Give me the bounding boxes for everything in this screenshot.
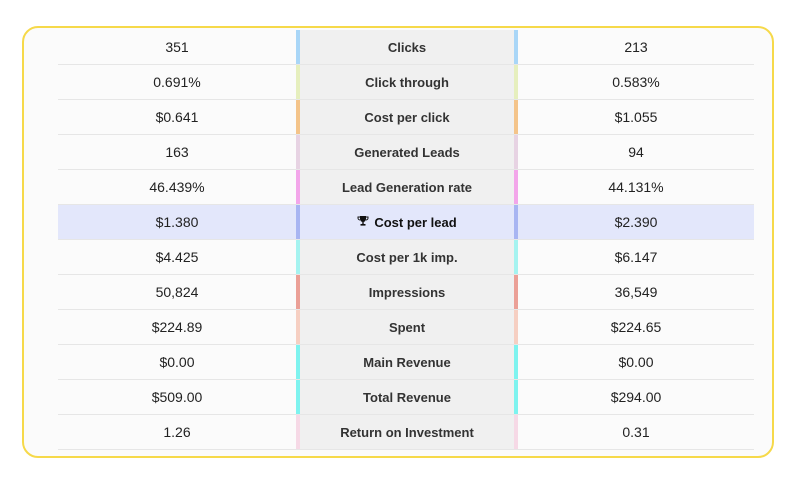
- color-bar-left: [296, 415, 300, 449]
- left-value: $4.425: [155, 249, 199, 265]
- metric-label-cell: Cost per 1k imp.: [296, 240, 518, 274]
- metric-label: Total Revenue: [363, 389, 451, 405]
- table-row: $509.00 Total Revenue $294.00: [58, 380, 754, 415]
- color-bar-right: [514, 30, 518, 64]
- metric-label: Main Revenue: [363, 354, 451, 370]
- color-bar-right: [514, 205, 518, 239]
- color-bar-left: [296, 135, 300, 169]
- table-row: $0.641 Cost per click $1.055: [58, 100, 754, 135]
- color-bar-left: [296, 310, 300, 344]
- metric-label-cell: Click through: [296, 65, 518, 99]
- right-value: $2.390: [614, 214, 658, 230]
- right-value: 0.583%: [612, 74, 660, 90]
- color-bar-right: [514, 380, 518, 414]
- left-value: $509.00: [151, 389, 203, 405]
- right-value: 36,549: [614, 284, 658, 300]
- metric-label-cell: Lead Generation rate: [296, 170, 518, 204]
- left-value: $0.641: [155, 109, 199, 125]
- metric-label: Spent: [388, 319, 426, 335]
- color-bar-right: [514, 415, 518, 449]
- metric-label-cell: Total Revenue: [296, 380, 518, 414]
- table-row: 1.26 Return on Investment 0.31: [58, 415, 754, 450]
- comparison-table: 351 Clicks 213 0.691% Click through 0.583% $0.…: [58, 30, 754, 450]
- color-bar-right: [514, 345, 518, 379]
- color-bar-right: [514, 170, 518, 204]
- metric-label: Click through: [365, 74, 449, 90]
- metric-label: Clicks: [387, 39, 427, 55]
- left-value: 46.439%: [149, 179, 205, 195]
- color-bar-right: [514, 135, 518, 169]
- table-row: $4.425 Cost per 1k imp. $6.147: [58, 240, 754, 275]
- metric-label: Cost per lead: [374, 214, 457, 230]
- color-bar-left: [296, 65, 300, 99]
- left-value: 1.26: [163, 424, 191, 440]
- metric-label-cell: Spent: [296, 310, 518, 344]
- table-row: 46.439% Lead Generation rate 44.131%: [58, 170, 754, 205]
- left-value: $0.00: [159, 354, 195, 370]
- left-value: 0.691%: [153, 74, 201, 90]
- color-bar-left: [296, 100, 300, 134]
- color-bar-left: [296, 240, 300, 274]
- right-value: $294.00: [610, 389, 662, 405]
- right-value: $1.055: [614, 109, 658, 125]
- color-bar-right: [514, 275, 518, 309]
- metric-label-cell: Impressions: [296, 275, 518, 309]
- color-bar-left: [296, 345, 300, 379]
- metric-label-cell: Return on Investment: [296, 415, 518, 449]
- metric-label-cell: Main Revenue: [296, 345, 518, 379]
- metric-label-cell: Cost per lead: [296, 205, 518, 239]
- right-value: 0.31: [622, 424, 650, 440]
- metric-label: Return on Investment: [340, 424, 474, 440]
- metric-label-cell: Cost per click: [296, 100, 518, 134]
- left-value: $1.380: [155, 214, 199, 230]
- left-value: 351: [165, 39, 189, 55]
- metric-label: Lead Generation rate: [341, 179, 473, 195]
- right-value: 94: [628, 144, 644, 160]
- table-row: 163 Generated Leads 94: [58, 135, 754, 170]
- trophy-icon: [357, 215, 369, 230]
- table-row: $1.380 Cost per lead $2.390: [58, 205, 754, 240]
- metric-label: Generated Leads: [354, 144, 460, 160]
- table-row: 50,824 Impressions 36,549: [58, 275, 754, 310]
- color-bar-left: [296, 275, 300, 309]
- table-row: $0.00 Main Revenue $0.00: [58, 345, 754, 380]
- metric-label: Cost per 1k imp.: [356, 249, 458, 265]
- metric-label-cell: Generated Leads: [296, 135, 518, 169]
- table-row: 351 Clicks 213: [58, 30, 754, 65]
- right-value: $0.00: [618, 354, 654, 370]
- metric-label-cell: Clicks: [296, 30, 518, 64]
- right-value: 44.131%: [608, 179, 664, 195]
- color-bar-left: [296, 170, 300, 204]
- metric-label: Impressions: [368, 284, 446, 300]
- table-row: 0.691% Click through 0.583%: [58, 65, 754, 100]
- table-row: $224.89 Spent $224.65: [58, 310, 754, 345]
- color-bar-right: [514, 310, 518, 344]
- metric-label: Cost per click: [364, 109, 450, 125]
- color-bar-right: [514, 65, 518, 99]
- left-value: 50,824: [155, 284, 199, 300]
- right-value: $6.147: [614, 249, 658, 265]
- color-bar-right: [514, 100, 518, 134]
- right-value: $224.65: [610, 319, 662, 335]
- color-bar-left: [296, 380, 300, 414]
- color-bar-left: [296, 205, 300, 239]
- color-bar-left: [296, 30, 300, 64]
- left-value: 163: [165, 144, 189, 160]
- left-value: $224.89: [151, 319, 203, 335]
- right-value: 213: [624, 39, 648, 55]
- color-bar-right: [514, 240, 518, 274]
